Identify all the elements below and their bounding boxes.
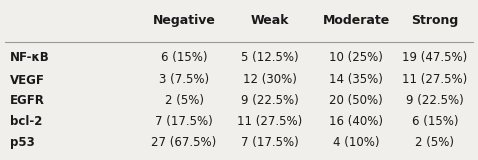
- Text: 9 (22.5%): 9 (22.5%): [406, 94, 464, 107]
- Text: p53: p53: [10, 136, 34, 149]
- Text: 11 (27.5%): 11 (27.5%): [238, 115, 303, 128]
- Text: 11 (27.5%): 11 (27.5%): [402, 73, 467, 87]
- Text: Weak: Weak: [251, 14, 289, 27]
- Text: 14 (35%): 14 (35%): [329, 73, 383, 87]
- Text: 2 (5%): 2 (5%): [164, 94, 204, 107]
- Text: Moderate: Moderate: [323, 14, 390, 27]
- Text: 9 (22.5%): 9 (22.5%): [241, 94, 299, 107]
- Text: bcl-2: bcl-2: [10, 115, 42, 128]
- Text: 5 (12.5%): 5 (12.5%): [241, 51, 299, 64]
- Text: 20 (50%): 20 (50%): [329, 94, 383, 107]
- Text: 19 (47.5%): 19 (47.5%): [402, 51, 467, 64]
- Text: VEGF: VEGF: [10, 73, 44, 87]
- Text: 4 (10%): 4 (10%): [333, 136, 380, 149]
- Text: Negative: Negative: [152, 14, 216, 27]
- Text: 6 (15%): 6 (15%): [412, 115, 458, 128]
- Text: Strong: Strong: [412, 14, 458, 27]
- Text: 12 (30%): 12 (30%): [243, 73, 297, 87]
- Text: 2 (5%): 2 (5%): [415, 136, 455, 149]
- Text: EGFR: EGFR: [10, 94, 44, 107]
- Text: NF-κB: NF-κB: [10, 51, 49, 64]
- Text: 16 (40%): 16 (40%): [329, 115, 383, 128]
- Text: 7 (17.5%): 7 (17.5%): [155, 115, 213, 128]
- Text: 27 (67.5%): 27 (67.5%): [152, 136, 217, 149]
- Text: 3 (7.5%): 3 (7.5%): [159, 73, 209, 87]
- Text: 10 (25%): 10 (25%): [329, 51, 383, 64]
- Text: 6 (15%): 6 (15%): [161, 51, 207, 64]
- Text: 7 (17.5%): 7 (17.5%): [241, 136, 299, 149]
